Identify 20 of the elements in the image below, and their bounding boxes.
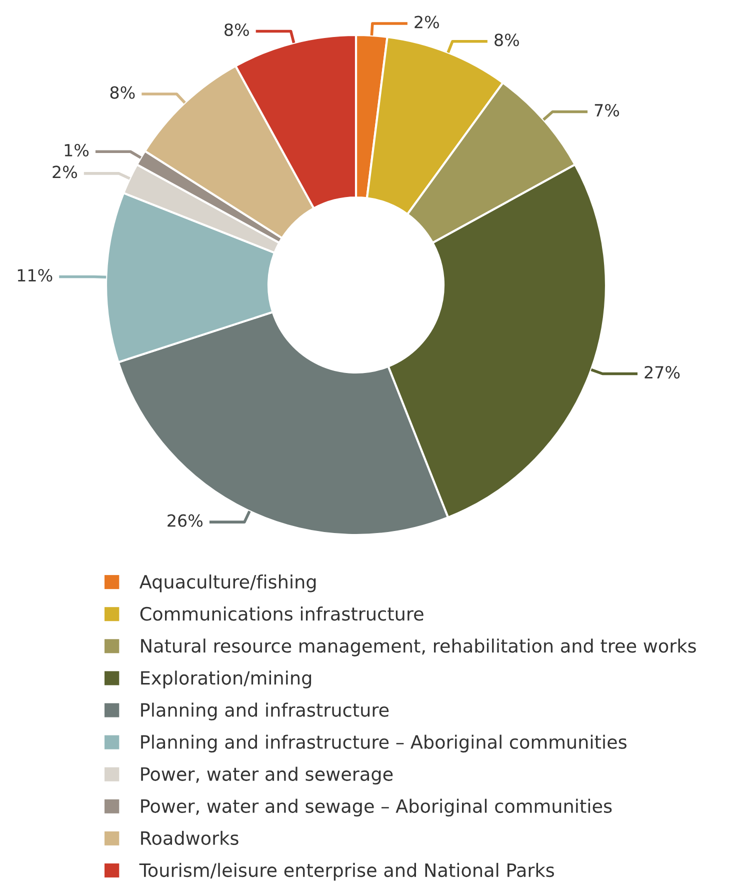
legend-label: Exploration/mining	[141, 670, 312, 688]
legend-label: Communications infrastructure	[140, 606, 424, 621]
legend-label: Aquaculture/fishing	[139, 574, 316, 592]
data-label: 2%	[52, 166, 78, 178]
data-label: 8%	[224, 23, 249, 36]
data-label: 27%	[644, 366, 680, 379]
legend-label: Natural resource management, rehabilitation and tree works	[141, 638, 696, 656]
data-label: 2%	[414, 16, 439, 28]
legend-label: Planning and infrastructure – Aboriginal communities	[141, 734, 626, 752]
legend-label: Roadworks	[141, 830, 238, 846]
data-label: 8%	[110, 86, 135, 99]
data-label: 11%	[18, 269, 52, 282]
data-label: 7%	[594, 104, 620, 117]
data-label: 1%	[64, 144, 89, 156]
legend-label: Tourism/leisure enterprise and National Parks	[139, 862, 554, 881]
legend-label: Planning and infrastructure	[141, 702, 389, 720]
data-label: 8%	[494, 34, 519, 46]
legend-label: Power, water and sewerage	[141, 766, 393, 785]
data-label: 26%	[168, 514, 203, 527]
legend-label: Power, water and sewage – Aboriginal communities	[141, 798, 612, 817]
